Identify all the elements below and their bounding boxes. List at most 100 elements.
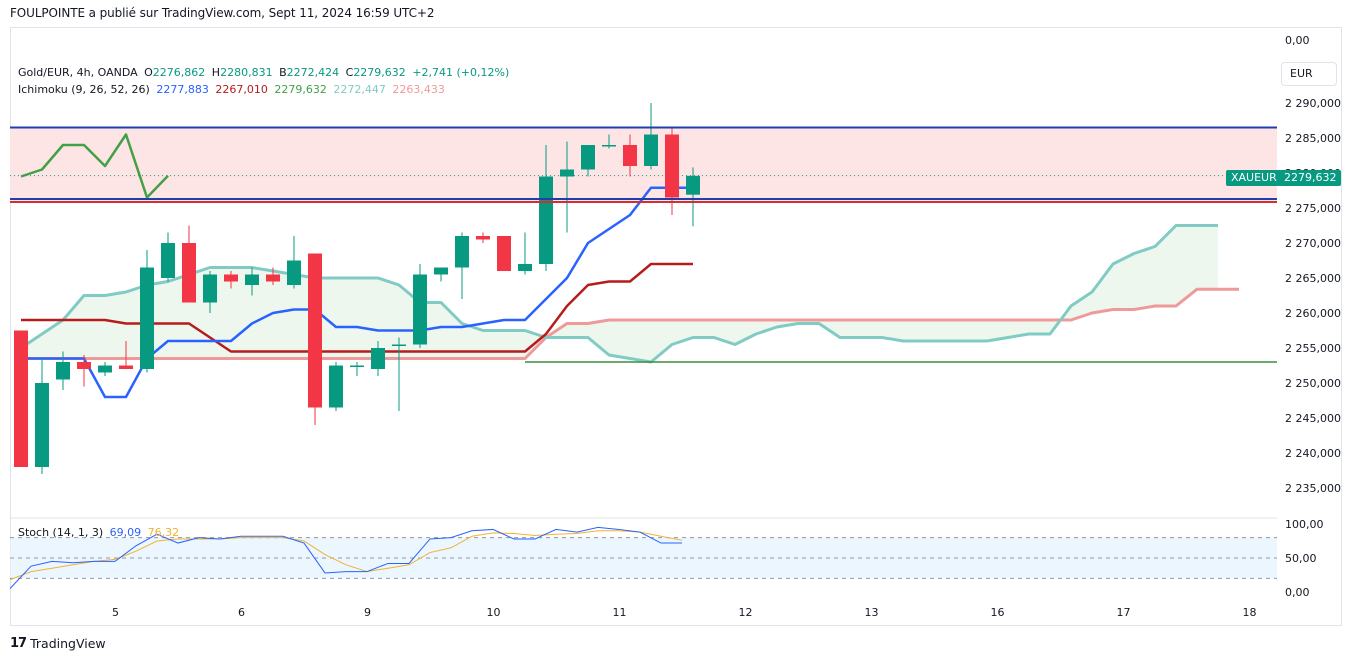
resistance-zone <box>10 127 1277 201</box>
ichimoku-lagging-value: 2279,632 <box>274 83 327 96</box>
candle-body <box>56 362 70 380</box>
currency-button[interactable]: EUR <box>1281 62 1337 86</box>
ichimoku-lagging-line <box>20 133 169 199</box>
candle <box>476 232 490 243</box>
zone-fill <box>10 127 1277 201</box>
candle-body <box>350 365 364 367</box>
legend-low-label: B <box>279 66 287 79</box>
time-tick-label: 11 <box>613 606 627 619</box>
candle-body <box>308 253 322 408</box>
candle-body <box>623 145 637 166</box>
candle-body <box>14 330 28 467</box>
candles <box>14 103 700 474</box>
brand-name: TradingView <box>30 636 106 651</box>
time-axis: 5 6 9 10 11 12 13 16 17 18 <box>112 606 1257 619</box>
legend-close: 2279,632 <box>353 66 406 79</box>
price-tick-label: 2 285,000 <box>1285 132 1341 145</box>
legend-close-label: C <box>345 66 354 79</box>
candle <box>140 250 154 373</box>
price-tick-label: 2 235,000 <box>1285 482 1341 495</box>
stoch-legend: Stoch (14, 1, 3) 69,09 76,32 <box>18 526 182 539</box>
stoch-tick-label: 100,00 <box>1285 518 1324 531</box>
candle <box>98 362 112 376</box>
time-tick-label: 17 <box>1117 606 1131 619</box>
ichimoku-conversion-value: 2277,883 <box>156 83 209 96</box>
candle-body <box>245 274 259 285</box>
time-tick-label: 13 <box>865 606 879 619</box>
tradingview-logo[interactable]: 𝟭𝟳 TradingView <box>10 636 106 651</box>
time-tick-label: 18 <box>1243 606 1257 619</box>
candle-body <box>371 348 385 369</box>
candle <box>266 267 280 285</box>
candle-body <box>140 267 154 369</box>
ichimoku-base-line <box>21 262 693 353</box>
ichimoku-legend: Ichimoku (9, 26, 52, 26) 2277,883 2267,0… <box>18 83 448 96</box>
price-tick-label: 2 245,000 <box>1285 412 1341 425</box>
candle-body <box>560 169 574 177</box>
price-tick-label: 2 260,000 <box>1285 307 1341 320</box>
candle <box>518 232 532 275</box>
time-tick-label: 6 <box>238 606 245 619</box>
price-tick-label: 2 270,000 <box>1285 237 1341 250</box>
horizontal-levels <box>10 126 1277 363</box>
stoch-tick-label: 50,00 <box>1285 552 1317 565</box>
candle <box>14 330 28 467</box>
candle-body <box>581 145 595 170</box>
price-tick-label: 2 265,000 <box>1285 272 1341 285</box>
stochastic-pane: 100,00 50,00 0,00 <box>9 517 1324 599</box>
candle-body <box>287 260 301 285</box>
candle <box>413 264 427 348</box>
candle <box>224 271 238 289</box>
stoch-tick-label: 0,00 <box>1285 586 1310 599</box>
candle <box>560 141 574 233</box>
candle-body <box>413 274 427 345</box>
tradingview-logo-icon: 𝟭𝟳 <box>10 636 27 651</box>
last-price-tag: 2279,632 <box>1280 170 1341 186</box>
candle <box>497 236 511 271</box>
candle-body <box>182 243 196 303</box>
candle <box>392 337 406 411</box>
candle <box>245 267 259 296</box>
price-tick-label: 2 290,000 <box>1285 97 1341 110</box>
candle-body <box>455 236 469 268</box>
candle-body <box>392 344 406 346</box>
candle-body <box>35 383 49 467</box>
candle-body <box>119 365 133 369</box>
candle <box>77 355 91 387</box>
candle-body <box>77 362 91 369</box>
price-tick-label: 2 255,000 <box>1285 342 1341 355</box>
stoch-k-line <box>9 526 682 589</box>
candle <box>287 236 301 289</box>
candle <box>56 351 70 390</box>
stoch-k-value: 69,09 <box>109 526 142 539</box>
time-tick-label: 16 <box>991 606 1005 619</box>
candle-body <box>266 274 280 282</box>
legend-change: +2,741 (+0,12%) <box>412 66 510 79</box>
ichimoku-label: Ichimoku (9, 26, 52, 26) <box>18 83 150 96</box>
publisher-line: FOULPOINTE a publié sur TradingView.com,… <box>10 6 435 20</box>
stoch-label: Stoch (14, 1, 3) <box>18 526 104 539</box>
candle <box>581 145 595 177</box>
candle <box>455 232 469 299</box>
legend-low: 2272,424 <box>286 66 340 79</box>
symbol-tag: XAUEUR <box>1226 170 1282 186</box>
candle-body <box>497 236 511 271</box>
ichimoku-conversion-line <box>21 186 693 399</box>
candle-body <box>602 145 616 147</box>
ichimoku-span-a-value: 2272,447 <box>333 83 386 96</box>
legend-symbol: Gold/EUR, 4h, OANDA <box>18 66 138 79</box>
chart-frame <box>10 27 1342 626</box>
ichimoku-span-b-line <box>21 287 1239 360</box>
legend-high-label: H <box>211 66 221 79</box>
time-tick-label: 12 <box>739 606 753 619</box>
candle <box>623 134 637 177</box>
candle <box>35 358 49 474</box>
ichimoku-base-value: 2267,010 <box>215 83 268 96</box>
price-tick-label: 0,00 <box>1285 34 1310 47</box>
candle-body <box>686 175 700 195</box>
candle-body <box>329 365 343 408</box>
ichimoku-span-b-value: 2263,433 <box>392 83 445 96</box>
time-tick-label: 9 <box>364 606 371 619</box>
candle <box>350 362 364 376</box>
